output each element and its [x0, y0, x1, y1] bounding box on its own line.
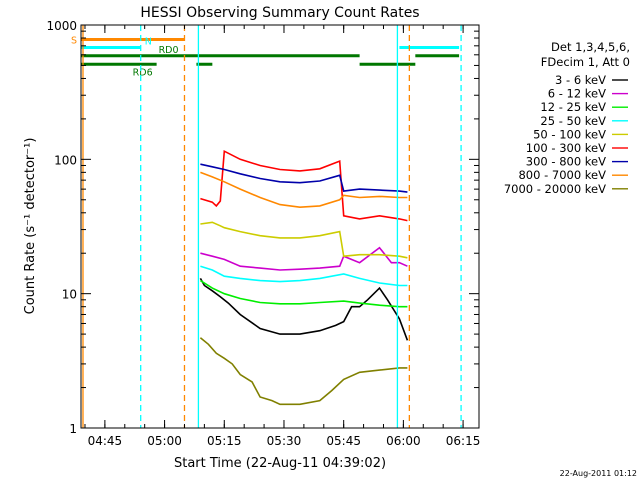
y-tick-label-10: 10: [62, 288, 77, 302]
legend-label-300-800-kev: 300 - 800 keV: [526, 155, 606, 169]
flag-layer: S N RD0 RD6: [71, 35, 460, 78]
legend-label-50-100-kev: 50 - 100 keV: [533, 127, 606, 141]
legend-label-3-6-kev: 3 - 6 keV: [555, 73, 606, 87]
series-line-100-300-kev: [200, 149, 408, 222]
y-tick-label-100: 100: [54, 153, 77, 167]
legend-header-line-1: Det 1,3,4,5,6,: [551, 40, 630, 54]
series-line-6-12-kev: [200, 246, 408, 271]
legend: Det 1,3,4,5,6, FDecim 1, Att 0 3 - 6 keV…: [504, 40, 630, 196]
series-line-800-7000-kev: [200, 171, 408, 209]
y-axis-label: Count Rate (s⁻¹ detector⁻¹): [23, 138, 38, 315]
chart-title: HESSI Observing Summary Count Rates: [140, 5, 419, 21]
flag-label-s: S: [71, 35, 77, 46]
x-tick-label-06-15: 06:15: [446, 434, 481, 448]
legend-label-7000-20000-kev: 7000 - 20000 keV: [504, 182, 606, 196]
y-tick-label-1: 1: [69, 422, 77, 436]
x-tick-label-04-45: 04:45: [88, 434, 123, 448]
plot-area: [80, 24, 480, 429]
footer-timestamp: 22-Aug-2011 01:12: [560, 469, 637, 478]
series-line-300-800-kev: [200, 163, 408, 193]
legend-label-800-7000-kev: 800 - 7000 keV: [518, 168, 606, 182]
flag-label-rd6: RD6: [133, 67, 153, 78]
series-line-12-25-kev: [199, 279, 408, 308]
vline-layer: [82, 25, 462, 428]
x-tick-label-05-30: 05:30: [267, 434, 302, 448]
x-axis-label: Start Time (22-Aug-11 04:39:02): [174, 456, 386, 471]
series-line-7000-20000-kev: [199, 337, 408, 406]
legend-header-line-2: FDecim 1, Att 0: [541, 55, 630, 69]
flag-label-n: N: [145, 36, 152, 47]
series-layer: [199, 149, 409, 406]
flag-label-rd0: RD0: [159, 45, 179, 56]
series-line-25-50-kev: [200, 265, 408, 287]
y-tick-label-1000: 1000: [46, 19, 77, 33]
x-tick-label-05-15: 05:15: [207, 434, 242, 448]
legend-label-25-50-kev: 25 - 50 keV: [540, 114, 606, 128]
series-line-50-100-kev: [200, 221, 408, 259]
x-tick-label-05-45: 05:45: [326, 434, 361, 448]
legend-label-12-25-kev: 12 - 25 keV: [540, 100, 606, 114]
legend-label-6-12-kev: 6 - 12 keV: [548, 87, 606, 101]
x-tick-label-06-00: 06:00: [386, 434, 421, 448]
legend-label-100-300-kev: 100 - 300 keV: [526, 141, 606, 155]
series-line-3-6-kev: [199, 278, 409, 341]
x-tick-label-05-00: 05:00: [147, 434, 182, 448]
axis-layer: 04:45 05:00 05:15 05:30 05:45 06:00 06:15 1 10 10…: [46, 19, 480, 448]
